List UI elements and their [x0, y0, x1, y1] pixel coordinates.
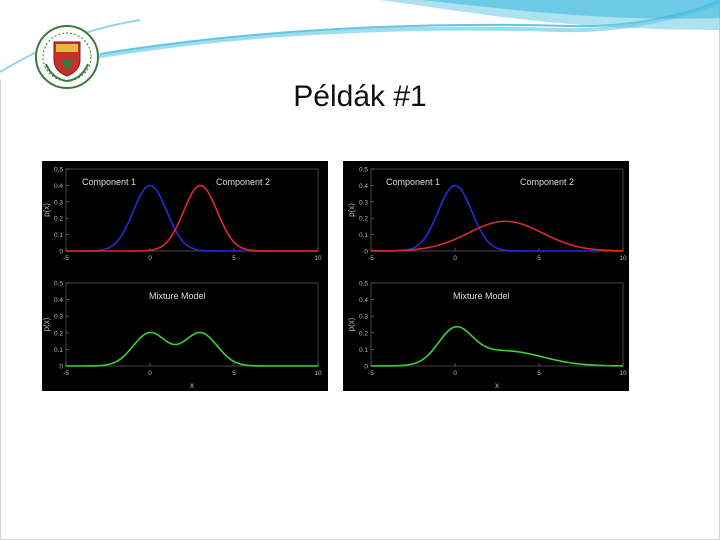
y-tick-label: 0 [364, 249, 368, 256]
series-line-mixture-model [371, 325, 623, 367]
chart-panel-right-top: 00.10.20.30.40.5-5 0 5 10p(x)Component 1 Com… [347, 167, 627, 263]
header-swoosh [0, 0, 720, 80]
x-tick-label: 0 [148, 370, 152, 377]
x-axis-label: x [495, 381, 499, 390]
y-tick-label: 0.1 [54, 347, 63, 354]
y-tick-label: 0.4 [54, 297, 63, 304]
series-line-mixture-model [66, 331, 318, 367]
university-crest-icon [34, 24, 100, 90]
x-tick-label: 0 [453, 255, 457, 262]
series-line-component-1 [371, 184, 623, 252]
y-tick-label: 0.4 [54, 183, 63, 190]
series-line-component-2 [371, 220, 624, 252]
y-tick-label: 0.3 [54, 314, 63, 321]
x-tick-label: 0 [148, 255, 152, 262]
y-axis-label: p(x) [347, 317, 356, 331]
series-annotation: Mixture Model [453, 291, 510, 301]
y-tick-label: 0.2 [359, 216, 368, 223]
slide-title: Példák #1 [293, 80, 427, 113]
y-tick-label: 0 [59, 249, 63, 256]
y-tick-label: 0 [59, 364, 63, 371]
x-tick-label: -5 [368, 255, 374, 262]
figure-left: 0 0.1 0.2 0.3 0.4 0.5 -5 0 5 10 p(x) Component 1 Com… [42, 161, 328, 391]
y-tick-label: 0.2 [359, 330, 368, 337]
y-tick-label: 0 [364, 364, 368, 371]
y-tick-label: 0.4 [359, 183, 368, 190]
y-tick-label: 0.5 [54, 281, 63, 288]
x-tick-label: -5 [63, 255, 69, 262]
series-line-component-2 [66, 184, 318, 252]
series-annotation: Mixture Model [149, 291, 206, 301]
plot-area [65, 282, 319, 367]
x-tick-label: 5 [537, 370, 541, 377]
x-tick-label: 0 [453, 370, 457, 377]
y-axis-label: p(x) [347, 203, 356, 217]
y-tick-label: 0.1 [359, 347, 368, 354]
y-tick-label: 0.4 [359, 297, 368, 304]
plot-area [370, 282, 624, 367]
y-tick-label: 0.5 [359, 281, 368, 288]
series-annotation: Component 1 [82, 177, 136, 187]
x-tick-label: 10 [619, 370, 627, 377]
x-tick-label: 5 [232, 255, 236, 262]
series-line-component-1 [66, 184, 318, 252]
x-axis-label: x [190, 381, 194, 390]
x-tick-label: 10 [314, 255, 322, 262]
x-tick-label: -5 [368, 370, 374, 377]
series-annotation: Component 1 [386, 177, 440, 187]
y-tick-label: 0.5 [359, 167, 368, 174]
x-tick-label: 10 [314, 370, 322, 377]
y-tick-label: 0.3 [359, 314, 368, 321]
plot-area [65, 168, 319, 252]
y-tick-label: 0.2 [54, 330, 63, 337]
x-tick-label: -5 [63, 370, 69, 377]
figure-right: 0 0.1 0.2 0.3 0.4 0.5 -5 0 5 10 p(x) Component 1 Com… [343, 161, 629, 391]
plot-area [370, 168, 624, 252]
y-axis-label: p(x) [42, 317, 51, 331]
y-tick-label: 0.5 [54, 167, 63, 174]
series-annotation: Component 2 [216, 177, 270, 187]
x-tick-label: 10 [619, 255, 627, 262]
series-annotation: Component 2 [520, 177, 574, 187]
y-axis-label: p(x) [42, 203, 51, 217]
x-tick-label: 5 [537, 255, 541, 262]
y-tick-label: 0.1 [359, 232, 368, 239]
chart-panel-left-top: 00.10.20.30.40.5-5 0 5 10p(x)Component 1 Com… [42, 167, 322, 263]
y-tick-label: 0.2 [54, 216, 63, 223]
y-tick-label: 0.3 [54, 199, 63, 206]
y-tick-label: 0.3 [359, 199, 368, 206]
y-tick-label: 0.1 [54, 232, 63, 239]
x-tick-label: 5 [232, 370, 236, 377]
